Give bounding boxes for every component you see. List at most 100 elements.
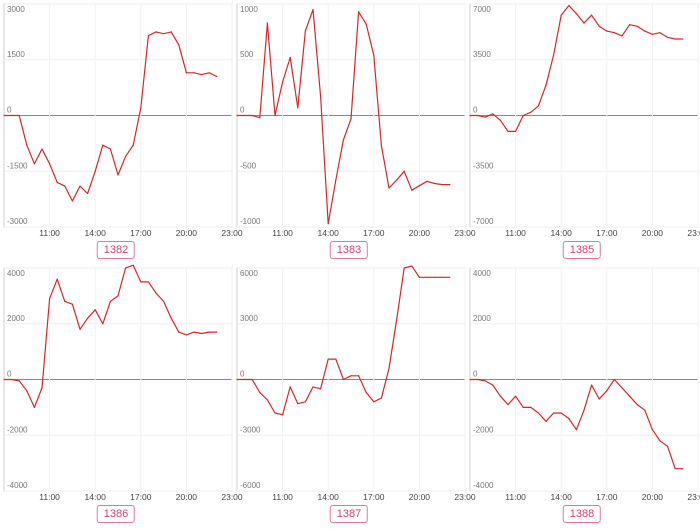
data-point — [26, 390, 28, 392]
x-tick-label: 14:00 — [318, 228, 340, 238]
data-point — [426, 276, 428, 278]
x-tick-label: 11:00 — [505, 492, 526, 502]
data-point — [568, 4, 570, 7]
data-point — [216, 75, 218, 78]
y-tick-label: 6000 — [240, 269, 258, 278]
y-tick-label: -3000 — [240, 425, 261, 434]
data-point — [674, 468, 676, 470]
chart-panel-1382: 3000 1500 0 -1500 -3000 11:00 14:00 17:00 20:00 2… — [0, 0, 243, 264]
data-point — [64, 185, 66, 187]
y-tick-label: -2000 — [7, 425, 28, 434]
data-point — [441, 184, 443, 186]
data-point — [373, 54, 375, 56]
x-tick-label: 11:00 — [272, 228, 293, 238]
data-point — [396, 319, 398, 321]
data-point — [515, 395, 517, 397]
data-point — [117, 174, 119, 176]
data-point — [380, 397, 382, 399]
chart-id-badge[interactable]: 1387 — [329, 505, 369, 523]
data-point — [530, 406, 532, 408]
data-point — [484, 116, 486, 118]
data-point — [434, 276, 436, 278]
data-point — [537, 105, 539, 107]
data-point — [396, 179, 398, 181]
data-point — [132, 264, 134, 266]
data-point — [244, 378, 246, 381]
data-point — [266, 399, 268, 401]
chart-panel-1386: 4000 2000 0 -2000 -4000 11:00 14:00 17:00 20:00 2… — [0, 264, 243, 528]
chart-id-badge[interactable]: 1383 — [329, 241, 369, 259]
x-tick-label: 23:00 — [687, 492, 700, 502]
x-tick-label: 20:00 — [176, 492, 198, 502]
x-tick-label: 11:00 — [505, 228, 526, 238]
y-tick-label: 3000 — [7, 5, 25, 14]
data-point — [411, 189, 413, 191]
data-point — [56, 181, 58, 183]
data-point — [380, 145, 382, 147]
data-point — [591, 384, 593, 386]
data-point — [147, 34, 149, 37]
x-tick-label: 14:00 — [318, 492, 340, 502]
data-point — [18, 380, 20, 382]
x-tick-label: 20:00 — [409, 228, 431, 238]
data-point — [56, 278, 58, 280]
data-point — [304, 401, 306, 403]
data-point — [636, 25, 638, 27]
y-tick-label: 3000 — [240, 314, 258, 323]
x-tick-label: 23:00 — [454, 228, 476, 238]
data-point — [132, 144, 134, 146]
chart-id-badge[interactable]: 1388 — [562, 505, 602, 523]
y-tick-label: 2000 — [7, 314, 25, 323]
data-point — [109, 148, 111, 150]
chart-id-badge[interactable]: 1386 — [96, 505, 136, 523]
chart-svg: 1000 500 0 -500 -1000 11:00 14:00 17:00 20:00 23:… — [236, 3, 476, 238]
data-point — [411, 265, 413, 267]
x-tick-label: 14:00 — [551, 492, 573, 502]
y-tick-label: -500 — [240, 161, 257, 170]
y-tick-label: -4000 — [473, 481, 494, 490]
chart-id-badge[interactable]: 1385 — [562, 241, 602, 259]
data-point — [274, 412, 276, 414]
data-point — [87, 317, 89, 319]
data-point — [403, 170, 405, 172]
data-point — [560, 14, 562, 16]
data-point — [358, 375, 360, 377]
chart-panel-1387: 6000 3000 0 -3000 -6000 11:00 14:00 17:00 20:00 2… — [233, 264, 476, 528]
data-point — [388, 187, 390, 189]
data-point — [201, 74, 203, 76]
data-point — [208, 331, 210, 333]
chart-id-badge[interactable]: 1382 — [96, 241, 136, 259]
data-point — [125, 155, 127, 157]
data-point — [659, 32, 661, 34]
data-point — [201, 332, 203, 335]
data-point — [621, 35, 623, 37]
data-point — [26, 144, 28, 146]
data-point — [644, 30, 646, 32]
data-point — [327, 223, 329, 225]
y-tick-label: 0 — [7, 370, 12, 379]
data-point — [155, 292, 157, 294]
data-point — [629, 24, 631, 26]
data-point — [193, 72, 195, 74]
data-point — [297, 403, 299, 405]
data-point — [613, 378, 615, 381]
y-tick-label: 3500 — [473, 50, 491, 59]
y-tick-label: 0 — [473, 106, 478, 115]
data-point — [515, 130, 517, 133]
data-point — [185, 334, 187, 336]
data-point — [117, 295, 119, 297]
data-point — [289, 386, 291, 388]
data-point — [598, 25, 600, 27]
data-point — [636, 403, 638, 406]
chart-svg: 4000 2000 0 -2000 -4000 11:00 14:00 17:00 20:00 2… — [469, 267, 700, 502]
data-point — [522, 406, 524, 408]
chart-panel-1383: 1000 500 0 -500 -1000 11:00 14:00 17:00 20:00 23:… — [233, 0, 476, 264]
data-point — [426, 180, 428, 182]
y-tick-label: -1500 — [7, 161, 28, 170]
x-tick-label: 23:00 — [221, 492, 243, 502]
chart-panel-1385: 7000 3500 0 -3500 -7000 11:00 14:00 17:00 20:00 2… — [466, 0, 700, 264]
x-tick-label: 11:00 — [272, 492, 293, 502]
data-point — [499, 395, 501, 397]
data-point — [606, 30, 608, 32]
